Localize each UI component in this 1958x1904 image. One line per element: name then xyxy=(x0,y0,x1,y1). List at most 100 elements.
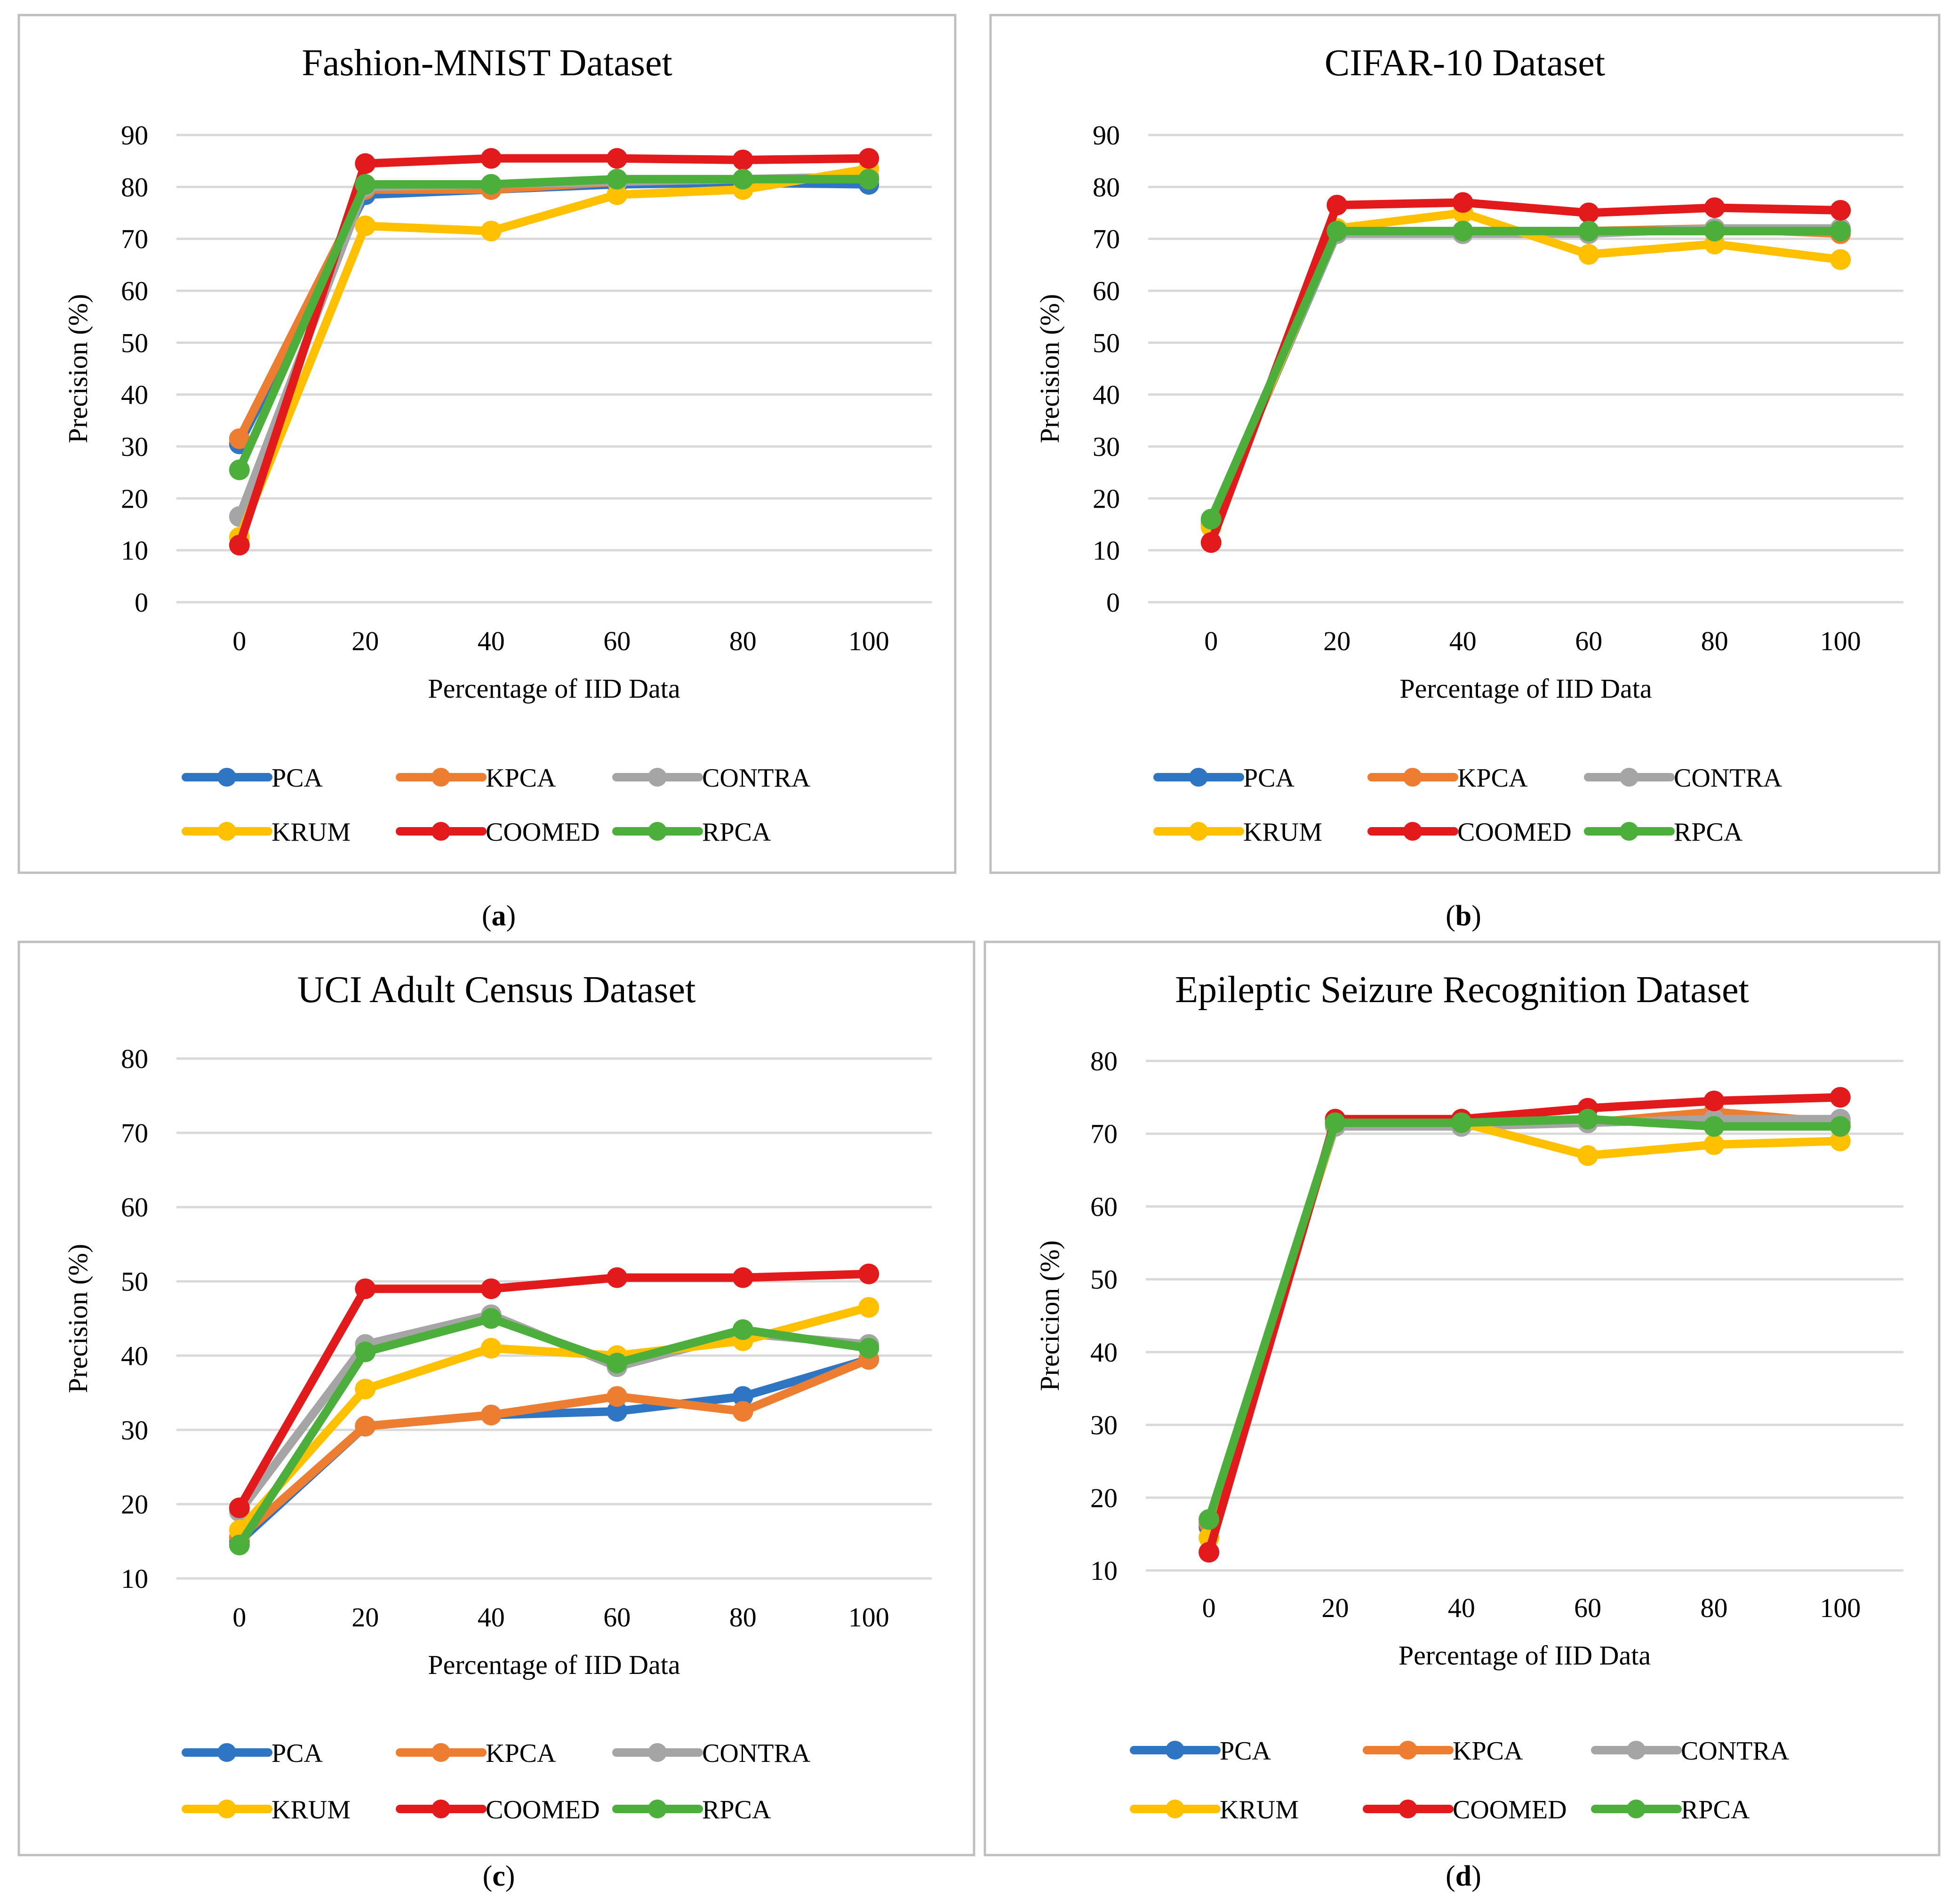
x-axis-label: Percentage of IID Data xyxy=(1399,1640,1651,1671)
x-axis-label: Percentage of IID Data xyxy=(428,673,680,704)
data-point-coomed xyxy=(1830,1087,1851,1108)
legend-item-pca: PCA xyxy=(1153,764,1295,793)
panel-caption: (d) xyxy=(1446,1860,1481,1892)
legend-label: RPCA xyxy=(1674,818,1743,847)
legend-item-krum: KRUM xyxy=(182,818,351,847)
legend-swatch-marker xyxy=(217,768,236,787)
data-point-coomed xyxy=(1703,1091,1725,1112)
legend-label: COOMED xyxy=(486,1795,600,1824)
data-point-pca xyxy=(607,1401,628,1422)
legend: PCA KPCA CONTRA KRUM COOMED RPCA xyxy=(182,764,811,847)
y-tick-label: 10 xyxy=(1093,535,1120,566)
data-point-coomed xyxy=(1704,197,1725,218)
y-tick-label: 60 xyxy=(1093,276,1120,306)
legend-swatch-marker xyxy=(1166,1800,1184,1818)
legend-label: CONTRA xyxy=(702,1739,811,1768)
legend-label: KRUM xyxy=(272,818,351,847)
series-line-rpca xyxy=(235,1314,873,1549)
data-point-rpca xyxy=(1200,509,1222,530)
data-point-rpca xyxy=(607,168,628,190)
y-tick-label: 80 xyxy=(121,172,148,202)
x-tick-label: 40 xyxy=(1449,626,1477,656)
series-line-coomed xyxy=(1207,198,1845,547)
y-tick-label: 70 xyxy=(1093,224,1120,255)
legend-swatch-marker xyxy=(1189,768,1208,787)
y-tick-label: 40 xyxy=(1093,380,1120,410)
y-tick-label: 30 xyxy=(121,1415,148,1445)
y-tick-label: 20 xyxy=(121,1489,148,1520)
x-tick-label: 80 xyxy=(729,626,757,656)
legend-swatch-marker xyxy=(1166,1741,1184,1760)
legend-label: PCA xyxy=(1220,1737,1271,1766)
data-point-coomed xyxy=(607,1267,628,1288)
legend-swatch-marker xyxy=(1620,822,1638,841)
panel-frame xyxy=(17,14,957,874)
y-axis-label: Precision (%) xyxy=(63,294,93,443)
x-tick-label: 100 xyxy=(848,1602,889,1633)
y-tick-label: 30 xyxy=(121,431,148,462)
data-point-coomed xyxy=(229,534,250,556)
data-point-kpca xyxy=(355,1416,376,1437)
legend-item-kpca: KPCA xyxy=(1367,764,1528,793)
y-tick-label: 80 xyxy=(121,1044,148,1074)
legend-swatch-marker xyxy=(1399,1741,1417,1760)
data-point-rpca xyxy=(1451,1112,1472,1133)
data-point-rpca xyxy=(732,1319,753,1340)
legend-label: CONTRA xyxy=(1674,764,1782,793)
legend-swatch-marker xyxy=(217,822,236,841)
x-tick-label: 20 xyxy=(352,626,379,656)
panel-frame xyxy=(989,14,1941,874)
x-axis-label: Percentage of IID Data xyxy=(428,1649,680,1680)
series-line-krum xyxy=(235,164,873,542)
legend-swatch-marker xyxy=(648,1743,667,1762)
data-point-rpca xyxy=(1703,1116,1725,1137)
data-point-krum xyxy=(1703,1134,1725,1155)
legend-label: RPCA xyxy=(702,818,771,847)
data-point-rpca xyxy=(480,1308,502,1329)
legend-item-kpca: KPCA xyxy=(396,764,556,793)
data-point-krum xyxy=(1578,244,1599,265)
data-point-rpca xyxy=(229,459,250,480)
legend-swatch-marker xyxy=(1403,768,1422,787)
legend: PCA KPCA CONTRA KRUM COOMED RPCA xyxy=(1153,764,1782,847)
legend-item-contra: CONTRA xyxy=(612,1739,811,1768)
y-tick-label: 20 xyxy=(1093,483,1120,514)
x-tick-label: 0 xyxy=(232,1602,246,1633)
chart-title: Epileptic Seizure Recognition Dataset xyxy=(1175,969,1749,1011)
data-point-rpca xyxy=(1452,221,1473,242)
series-line-rpca xyxy=(1205,1115,1845,1524)
data-point-coomed xyxy=(229,1498,250,1519)
data-point-kpca xyxy=(607,1386,628,1407)
legend-swatch-marker xyxy=(1403,822,1422,841)
y-tick-label: 50 xyxy=(1090,1264,1118,1295)
y-tick-label: 0 xyxy=(135,587,148,618)
legend-item-coomed: COOMED xyxy=(1367,818,1572,847)
data-point-coomed xyxy=(1830,199,1851,221)
legend-swatch-marker xyxy=(432,1743,450,1762)
legend-swatch-marker xyxy=(1620,768,1638,787)
y-tick-label: 30 xyxy=(1093,431,1120,462)
data-point-rpca xyxy=(1327,221,1348,242)
y-tick-label: 60 xyxy=(121,276,148,306)
y-tick-label: 70 xyxy=(121,1118,148,1148)
legend-item-contra: CONTRA xyxy=(612,764,811,793)
legend-swatch-marker xyxy=(648,1800,667,1818)
y-axis-label: Precision (%) xyxy=(63,1244,93,1393)
legend: PCA KPCA CONTRA KRUM COOMED RPCA xyxy=(182,1739,811,1824)
data-point-rpca xyxy=(858,168,879,190)
data-point-rpca xyxy=(1704,221,1725,242)
data-point-pca xyxy=(732,1386,753,1407)
data-point-coomed xyxy=(732,1267,753,1288)
legend-label: KRUM xyxy=(1220,1795,1299,1824)
series-line-kpca xyxy=(235,1355,873,1542)
series-line-rpca xyxy=(1207,227,1845,524)
data-point-krum xyxy=(1577,1145,1598,1166)
legend-label: RPCA xyxy=(702,1795,771,1824)
data-point-rpca xyxy=(355,1341,376,1362)
chart-title: UCI Adult Census Dataset xyxy=(297,969,696,1011)
data-point-krum xyxy=(1830,249,1851,270)
panel-caption: (a) xyxy=(482,900,516,932)
legend-item-rpca: RPCA xyxy=(612,1795,771,1824)
legend-label: COOMED xyxy=(486,818,600,847)
